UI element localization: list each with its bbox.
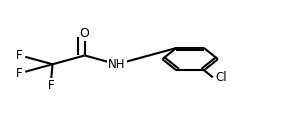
- Text: F: F: [16, 67, 23, 80]
- Text: F: F: [16, 49, 23, 62]
- Text: F: F: [48, 79, 54, 92]
- Text: Cl: Cl: [216, 71, 227, 84]
- Text: O: O: [80, 27, 90, 40]
- Text: NH: NH: [108, 58, 126, 71]
